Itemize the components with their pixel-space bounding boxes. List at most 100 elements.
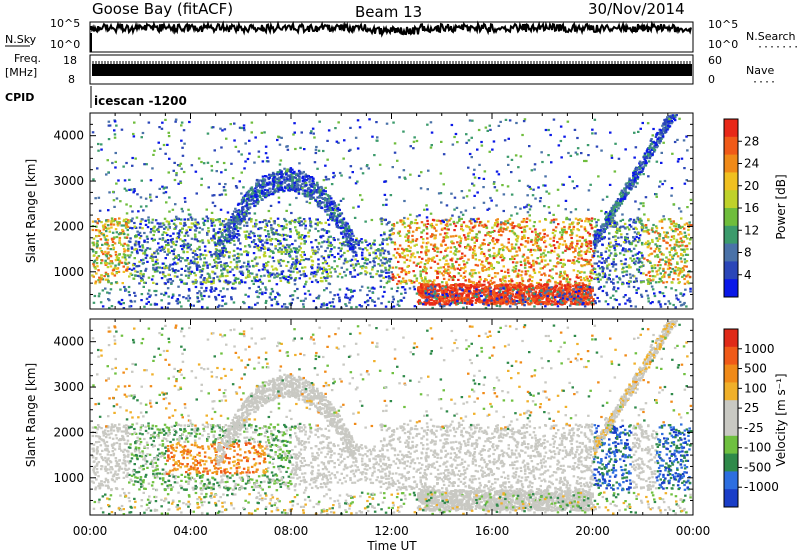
echo-cell [139, 272, 142, 275]
echo-cell [607, 276, 611, 279]
echo-cell [456, 267, 459, 270]
echo-cell [405, 233, 409, 236]
echo-cell [251, 196, 255, 199]
echo-cell [158, 266, 161, 269]
echo-cell [247, 190, 251, 193]
echo-cell [243, 250, 246, 253]
echo-cell [602, 223, 606, 226]
echo-cell [528, 278, 531, 281]
echo-cell [346, 232, 349, 235]
echo-cell [231, 268, 234, 271]
echo-cell [288, 221, 291, 224]
echo-cell [234, 218, 238, 221]
echo-cell [366, 262, 369, 265]
echo-cell [576, 242, 579, 245]
echo-cell [339, 221, 342, 224]
echo-cell [469, 280, 473, 283]
echo-cell [179, 218, 183, 221]
echo-cell [344, 233, 347, 236]
echo-cell [404, 273, 408, 276]
echo-cell [398, 234, 402, 237]
echo-cell [689, 224, 693, 227]
echo-cell [557, 223, 560, 226]
echo-cell [402, 250, 406, 253]
echo-cell [652, 223, 655, 227]
echo-cell [218, 244, 221, 247]
echo-cell [281, 259, 285, 263]
echo-cell [638, 251, 641, 254]
echo-cell [512, 266, 516, 269]
echo-cell [624, 249, 628, 253]
echo-cell [157, 230, 160, 233]
echo-cell [660, 134, 663, 137]
echo-cell [646, 240, 650, 243]
echo-cell [492, 246, 495, 250]
echo-cell [431, 233, 434, 236]
echo-cell [385, 223, 389, 226]
echo-cell [151, 229, 155, 232]
echo-cell [613, 249, 617, 252]
echo-cell [672, 247, 676, 250]
echo-cell [598, 267, 602, 270]
echo-cell [674, 249, 677, 252]
echo-cell [619, 244, 622, 247]
echo-cell [451, 257, 454, 260]
echo-cell [253, 195, 256, 198]
echo-cell [365, 271, 369, 274]
echo-cell [284, 220, 288, 223]
echo-cell [219, 223, 222, 226]
echo-cell [688, 275, 692, 278]
echo-cell [245, 253, 249, 256]
echo-cell [411, 240, 414, 243]
echo-cell [619, 219, 622, 223]
echo-cell [349, 237, 353, 240]
echo-cell [203, 219, 207, 222]
echo-cell [430, 222, 433, 226]
echo-cell [521, 279, 525, 283]
echo-cell [490, 264, 493, 267]
echo-cell [602, 230, 605, 233]
echo-cell [424, 270, 427, 273]
echo-cell [635, 235, 638, 238]
echo-cell [303, 194, 307, 197]
echo-cell [448, 219, 451, 222]
echo-cell [583, 279, 587, 282]
echo-cell [138, 275, 141, 278]
echo-cell [638, 239, 641, 242]
echo-cell [462, 276, 465, 279]
echo-cell [294, 277, 298, 280]
echo-cell [314, 250, 317, 253]
echo-cell [250, 240, 254, 244]
echo-cell [107, 281, 110, 284]
echo-cell [375, 273, 378, 276]
echo-cell [234, 278, 238, 281]
echo-cell [607, 256, 610, 259]
echo-cell [686, 253, 690, 256]
echo-cell [556, 241, 559, 244]
echo-cell [638, 221, 642, 224]
echo-cell [351, 245, 355, 248]
echo-cell [124, 221, 128, 224]
echo-cell [91, 248, 95, 252]
echo-cell [296, 233, 299, 236]
echo-cell [668, 273, 671, 276]
freq-label-bottom: [MHz] [5, 66, 37, 79]
echo-cell [337, 246, 341, 250]
echo-cell [234, 225, 238, 228]
echo-cell [127, 244, 130, 247]
echo-cell [648, 274, 652, 278]
echo-cell [177, 258, 180, 261]
echo-cell [391, 241, 395, 244]
echo-cell [262, 254, 266, 257]
echo-cell [245, 265, 248, 268]
echo-cell [524, 273, 527, 276]
echo-cell [621, 199, 624, 202]
echo-cell [566, 274, 569, 277]
echo-cell [249, 236, 252, 239]
echo-cell [446, 236, 450, 239]
echo-cell [517, 269, 521, 272]
echo-cell [561, 231, 565, 234]
echo-cell [181, 239, 184, 242]
echo-cell [446, 272, 450, 275]
echo-cell [578, 247, 581, 250]
